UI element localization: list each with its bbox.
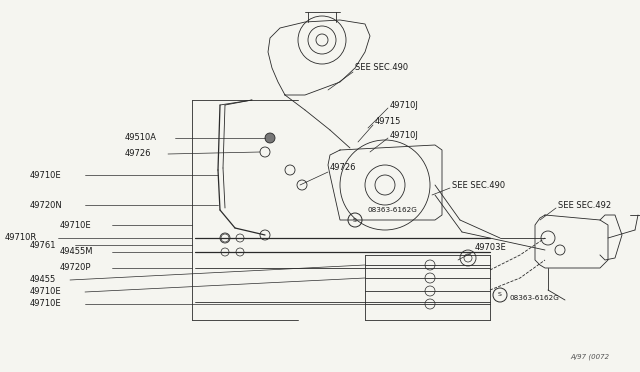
Text: SEE SEC.490: SEE SEC.490 bbox=[355, 64, 408, 73]
Text: 08363-6162G: 08363-6162G bbox=[368, 207, 418, 213]
Text: 49710E: 49710E bbox=[60, 221, 92, 230]
Text: 49710E: 49710E bbox=[30, 299, 61, 308]
Text: 49720N: 49720N bbox=[30, 201, 63, 209]
Text: 49720P: 49720P bbox=[60, 263, 92, 273]
Text: 49455: 49455 bbox=[30, 276, 56, 285]
Text: 49726: 49726 bbox=[330, 164, 356, 173]
Circle shape bbox=[265, 133, 275, 143]
Text: SEE SEC.490: SEE SEC.490 bbox=[452, 180, 505, 189]
Text: 49710E: 49710E bbox=[30, 288, 61, 296]
Text: 49710R: 49710R bbox=[5, 234, 37, 243]
Text: A/97 (0072: A/97 (0072 bbox=[571, 353, 610, 360]
Text: 49703E: 49703E bbox=[475, 244, 507, 253]
Text: 49710J: 49710J bbox=[390, 131, 419, 140]
Text: S: S bbox=[353, 218, 357, 222]
Text: 49510A: 49510A bbox=[125, 134, 157, 142]
Text: 49761: 49761 bbox=[30, 241, 56, 250]
Text: 49710J: 49710J bbox=[390, 100, 419, 109]
Text: SEE SEC.492: SEE SEC.492 bbox=[558, 201, 611, 209]
Text: 49710E: 49710E bbox=[30, 170, 61, 180]
Text: 08363-6162G: 08363-6162G bbox=[510, 295, 560, 301]
Text: 49726: 49726 bbox=[125, 150, 152, 158]
Text: 49715: 49715 bbox=[375, 118, 401, 126]
Text: S: S bbox=[498, 292, 502, 298]
Text: 49455M: 49455M bbox=[60, 247, 93, 257]
